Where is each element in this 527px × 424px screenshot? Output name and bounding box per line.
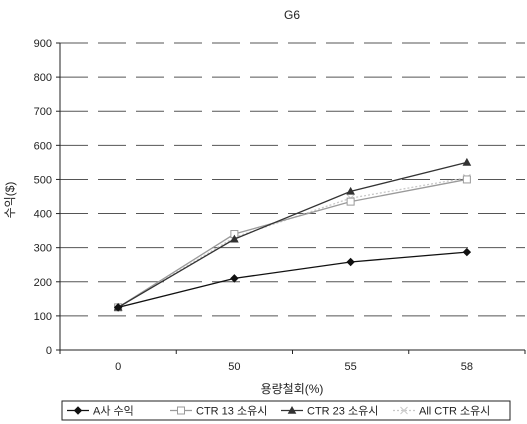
y-tick-label: 600	[34, 140, 52, 152]
grid	[60, 42, 525, 317]
legend: A사 수익 CTR 13 소유시 CTR 23 소유시 All CTR 소유시	[61, 400, 511, 421]
x-tick-label: 55	[345, 361, 357, 373]
axes: 0 100 200 300 400 500 600 700 800 900 0 50 55 58	[34, 38, 526, 373]
data-point	[462, 247, 472, 257]
y-tick-label: 700	[34, 106, 52, 118]
legend-marker	[177, 406, 185, 415]
legend-marker	[287, 405, 297, 414]
chart-title: G6	[284, 8, 300, 22]
data-point	[230, 274, 239, 283]
legend-marker	[73, 406, 83, 415]
y-tick-label: 400	[34, 209, 52, 221]
data-point	[346, 257, 355, 267]
y-tick-label: 300	[34, 243, 52, 255]
series-line	[117, 251, 467, 308]
series-line	[117, 178, 467, 308]
series-layer	[113, 157, 472, 312]
legend-label: All CTR 소유시	[419, 405, 490, 418]
series-line	[117, 177, 467, 308]
data-point	[346, 186, 355, 195]
legend-marker	[400, 406, 408, 415]
y-tick-label: 800	[34, 72, 52, 84]
y-tick-label: 200	[34, 277, 52, 289]
data-point	[113, 303, 123, 312]
y-tick-label: 100	[34, 311, 52, 323]
x-tick-label: 50	[228, 361, 240, 373]
legend-label: CTR 13 소유시	[196, 405, 267, 418]
legend-label: A사 수익	[93, 405, 134, 418]
y-tick-label: 0	[46, 345, 52, 357]
x-tick-label: 0	[115, 361, 121, 373]
series-line	[117, 161, 468, 308]
x-tick-label: 58	[461, 361, 473, 373]
y-tick-label: 500	[34, 174, 52, 186]
x-axis-label: 용량철회(%)	[261, 382, 324, 396]
legend-label: CTR 23 소유시	[307, 405, 378, 418]
data-point	[462, 175, 471, 184]
y-tick-label: 900	[34, 38, 52, 50]
data-point	[462, 157, 472, 166]
data-point	[230, 234, 239, 243]
data-point	[346, 197, 355, 206]
y-axis-label: 수익($)	[3, 182, 17, 219]
